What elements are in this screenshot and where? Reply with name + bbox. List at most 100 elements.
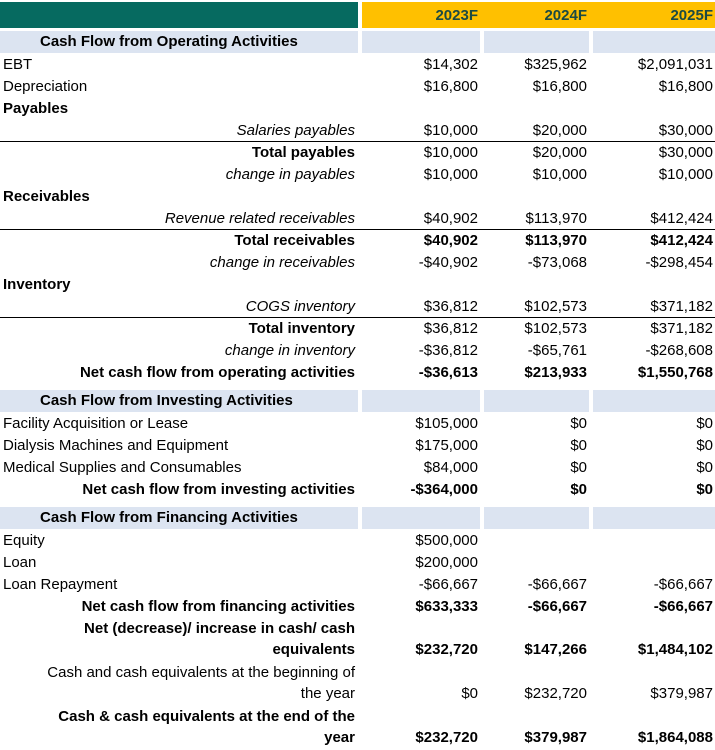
- cell-facility-acquisition-or-lease-2025f[interactable]: $0: [696, 414, 713, 432]
- cell-change-in-inventory-2024f[interactable]: -$65,761: [527, 341, 587, 359]
- cell-facility-acquisition-or-lease-2023f[interactable]: $105,000: [415, 414, 478, 432]
- cell-dialysis-machines-and-equipment-2024f[interactable]: $0: [570, 436, 587, 454]
- cell-net-cash-flow-from-financing-activities-2024f[interactable]: -$66,667: [527, 597, 587, 615]
- cell-change-in-payables-2024f[interactable]: $10,000: [532, 165, 587, 183]
- cell-cash-and-cash-equivalents-at-the-beginning-of-the-year-2024f[interactable]: $232,720: [524, 685, 587, 702]
- row-label-net-decrease-increase-in-cash-cash-equivalents[interactable]: Net (decrease)/ increase in cash/ cash e…: [84, 620, 355, 658]
- row-label-loan[interactable]: Loan: [3, 553, 37, 571]
- row-label-inventory[interactable]: Inventory: [3, 275, 71, 293]
- row-label-change-in-payables[interactable]: change in payables: [225, 165, 355, 183]
- cell-net-cash-flow-from-investing-activities-2023f[interactable]: -$364,000: [410, 480, 478, 498]
- row-label-revenue-related-receivables[interactable]: Revenue related receivables: [164, 209, 355, 227]
- cell-salaries-payables-2025f[interactable]: $30,000: [658, 121, 713, 139]
- cell-total-inventory-2025f[interactable]: $371,182: [650, 320, 713, 337]
- cell-change-in-inventory-2023f[interactable]: -$36,812: [418, 341, 478, 359]
- cell-depreciation-2023f[interactable]: $16,800: [423, 77, 478, 95]
- cell-net-cash-flow-from-operating-activities-2025f[interactable]: $1,550,768: [637, 363, 713, 381]
- row-label-loan-repayment[interactable]: Loan Repayment: [3, 575, 118, 593]
- cell-medical-supplies-and-consumables-2025f[interactable]: $0: [696, 458, 713, 476]
- row-label-medical-supplies-and-consumables[interactable]: Medical Supplies and Consumables: [3, 458, 242, 476]
- cell-total-inventory-2023f[interactable]: $36,812: [423, 320, 478, 337]
- section-title-cash-flow-from-investing-activities[interactable]: Cash Flow from Investing Activities: [0, 390, 358, 412]
- cell-net-decrease-increase-in-cash-cash-equivalents-2023f[interactable]: $232,720: [415, 641, 478, 658]
- cell-cash-flow-from-financing-activities-2023f[interactable]: [362, 507, 480, 529]
- cell-depreciation-2025f[interactable]: $16,800: [658, 77, 713, 95]
- cell-ebt-2024f[interactable]: $325,962: [524, 55, 587, 73]
- cell-change-in-receivables-2025f[interactable]: -$298,454: [645, 253, 713, 271]
- year-header-2025f[interactable]: 2025F: [670, 6, 713, 24]
- row-label-total-receivables[interactable]: Total receivables: [234, 232, 355, 249]
- row-label-payables[interactable]: Payables: [3, 99, 69, 117]
- year-header-2024f[interactable]: 2024F: [544, 6, 587, 24]
- cell-revenue-related-receivables-2025f[interactable]: $412,424: [650, 209, 713, 227]
- cell-equity-2023f[interactable]: $500,000: [415, 531, 478, 549]
- cell-cash-and-cash-equivalents-at-the-beginning-of-the-year-2023f[interactable]: $0: [461, 685, 478, 702]
- cell-net-cash-flow-from-investing-activities-2024f[interactable]: $0: [570, 480, 587, 498]
- cell-depreciation-2024f[interactable]: $16,800: [532, 77, 587, 95]
- row-label-dialysis-machines-and-equipment[interactable]: Dialysis Machines and Equipment: [3, 436, 229, 454]
- row-label-net-cash-flow-from-financing-activities[interactable]: Net cash flow from financing activities: [81, 597, 355, 615]
- cell-net-cash-flow-from-investing-activities-2025f[interactable]: $0: [696, 480, 713, 498]
- cell-salaries-payables-2024f[interactable]: $20,000: [532, 121, 587, 139]
- row-label-net-cash-flow-from-operating-activities[interactable]: Net cash flow from operating activities: [79, 363, 355, 381]
- cell-salaries-payables-2023f[interactable]: $10,000: [423, 121, 478, 139]
- row-label-cogs-inventory[interactable]: COGS inventory: [245, 297, 355, 315]
- cell-net-cash-flow-from-financing-activities-2025f[interactable]: -$66,667: [653, 597, 713, 615]
- cell-change-in-payables-2023f[interactable]: $10,000: [423, 165, 478, 183]
- cell-loan-repayment-2024f[interactable]: -$66,667: [527, 575, 587, 593]
- cell-cogs-inventory-2024f[interactable]: $102,573: [524, 297, 587, 315]
- cell-cash-cash-equivalents-at-the-end-of-the-year-2024f[interactable]: $379,987: [524, 729, 587, 746]
- cell-medical-supplies-and-consumables-2024f[interactable]: $0: [570, 458, 587, 476]
- cell-dialysis-machines-and-equipment-2023f[interactable]: $175,000: [415, 436, 478, 454]
- row-label-change-in-receivables[interactable]: change in receivables: [209, 253, 355, 271]
- cell-revenue-related-receivables-2023f[interactable]: $40,902: [423, 209, 478, 227]
- cell-change-in-receivables-2023f[interactable]: -$40,902: [418, 253, 478, 271]
- cell-net-decrease-increase-in-cash-cash-equivalents-2024f[interactable]: $147,266: [524, 641, 587, 658]
- cell-change-in-inventory-2025f[interactable]: -$268,608: [645, 341, 713, 359]
- cell-net-cash-flow-from-financing-activities-2023f[interactable]: $633,333: [415, 597, 478, 615]
- cell-cash-flow-from-investing-activities-2025f[interactable]: [593, 390, 715, 412]
- cell-total-payables-2025f[interactable]: $30,000: [658, 144, 713, 161]
- cell-net-decrease-increase-in-cash-cash-equivalents-2025f[interactable]: $1,484,102: [637, 641, 713, 658]
- cell-net-cash-flow-from-operating-activities-2024f[interactable]: $213,933: [524, 363, 587, 381]
- cell-facility-acquisition-or-lease-2024f[interactable]: $0: [570, 414, 587, 432]
- cell-dialysis-machines-and-equipment-2025f[interactable]: $0: [696, 436, 713, 454]
- row-label-equity[interactable]: Equity: [3, 531, 45, 549]
- year-header-2023f[interactable]: 2023F: [435, 6, 478, 24]
- row-label-net-cash-flow-from-investing-activities[interactable]: Net cash flow from investing activities: [82, 480, 355, 498]
- row-label-ebt[interactable]: EBT: [3, 55, 33, 73]
- cell-cash-flow-from-financing-activities-2025f[interactable]: [593, 507, 715, 529]
- cell-loan-repayment-2025f[interactable]: -$66,667: [653, 575, 713, 593]
- cell-total-receivables-2023f[interactable]: $40,902: [423, 232, 478, 249]
- cell-change-in-receivables-2024f[interactable]: -$73,068: [527, 253, 587, 271]
- cell-cash-flow-from-operating-activities-2025f[interactable]: [593, 31, 715, 53]
- row-label-cash-and-cash-equivalents-at-the-beginning-of-the-year[interactable]: Cash and cash equivalents at the beginni…: [47, 664, 355, 702]
- cell-total-payables-2024f[interactable]: $20,000: [532, 144, 587, 161]
- cell-cash-flow-from-operating-activities-2024f[interactable]: [484, 31, 589, 53]
- cell-total-inventory-2024f[interactable]: $102,573: [524, 320, 587, 337]
- cell-cash-flow-from-financing-activities-2024f[interactable]: [484, 507, 589, 529]
- cell-loan-2023f[interactable]: $200,000: [415, 553, 478, 571]
- row-label-depreciation[interactable]: Depreciation: [3, 77, 88, 95]
- row-label-cash-cash-equivalents-at-the-end-of-the-year[interactable]: Cash & cash equivalents at the end of th…: [58, 708, 355, 746]
- cell-change-in-payables-2025f[interactable]: $10,000: [658, 165, 713, 183]
- row-label-total-inventory[interactable]: Total inventory: [248, 320, 355, 337]
- cell-net-cash-flow-from-operating-activities-2023f[interactable]: -$36,613: [418, 363, 478, 381]
- row-label-change-in-inventory[interactable]: change in inventory: [224, 341, 355, 359]
- header-corner-cell[interactable]: [0, 2, 358, 28]
- row-label-salaries-payables[interactable]: Salaries payables: [236, 121, 355, 139]
- cell-cash-flow-from-investing-activities-2024f[interactable]: [484, 390, 589, 412]
- row-label-total-payables[interactable]: Total payables: [251, 144, 355, 161]
- cell-ebt-2025f[interactable]: $2,091,031: [637, 55, 713, 73]
- cell-cogs-inventory-2023f[interactable]: $36,812: [423, 297, 478, 315]
- cell-cogs-inventory-2025f[interactable]: $371,182: [650, 297, 713, 315]
- cell-revenue-related-receivables-2024f[interactable]: $113,970: [525, 209, 587, 227]
- cell-cash-and-cash-equivalents-at-the-beginning-of-the-year-2025f[interactable]: $379,987: [650, 685, 713, 702]
- cell-cash-cash-equivalents-at-the-end-of-the-year-2025f[interactable]: $1,864,088: [637, 729, 713, 746]
- cell-cash-cash-equivalents-at-the-end-of-the-year-2023f[interactable]: $232,720: [415, 729, 478, 746]
- cell-total-receivables-2025f[interactable]: $412,424: [650, 232, 713, 249]
- cell-loan-repayment-2023f[interactable]: -$66,667: [418, 575, 478, 593]
- row-label-facility-acquisition-or-lease[interactable]: Facility Acquisition or Lease: [3, 414, 189, 432]
- section-title-cash-flow-from-operating-activities[interactable]: Cash Flow from Operating Activities: [0, 31, 358, 53]
- cell-total-payables-2023f[interactable]: $10,000: [423, 144, 478, 161]
